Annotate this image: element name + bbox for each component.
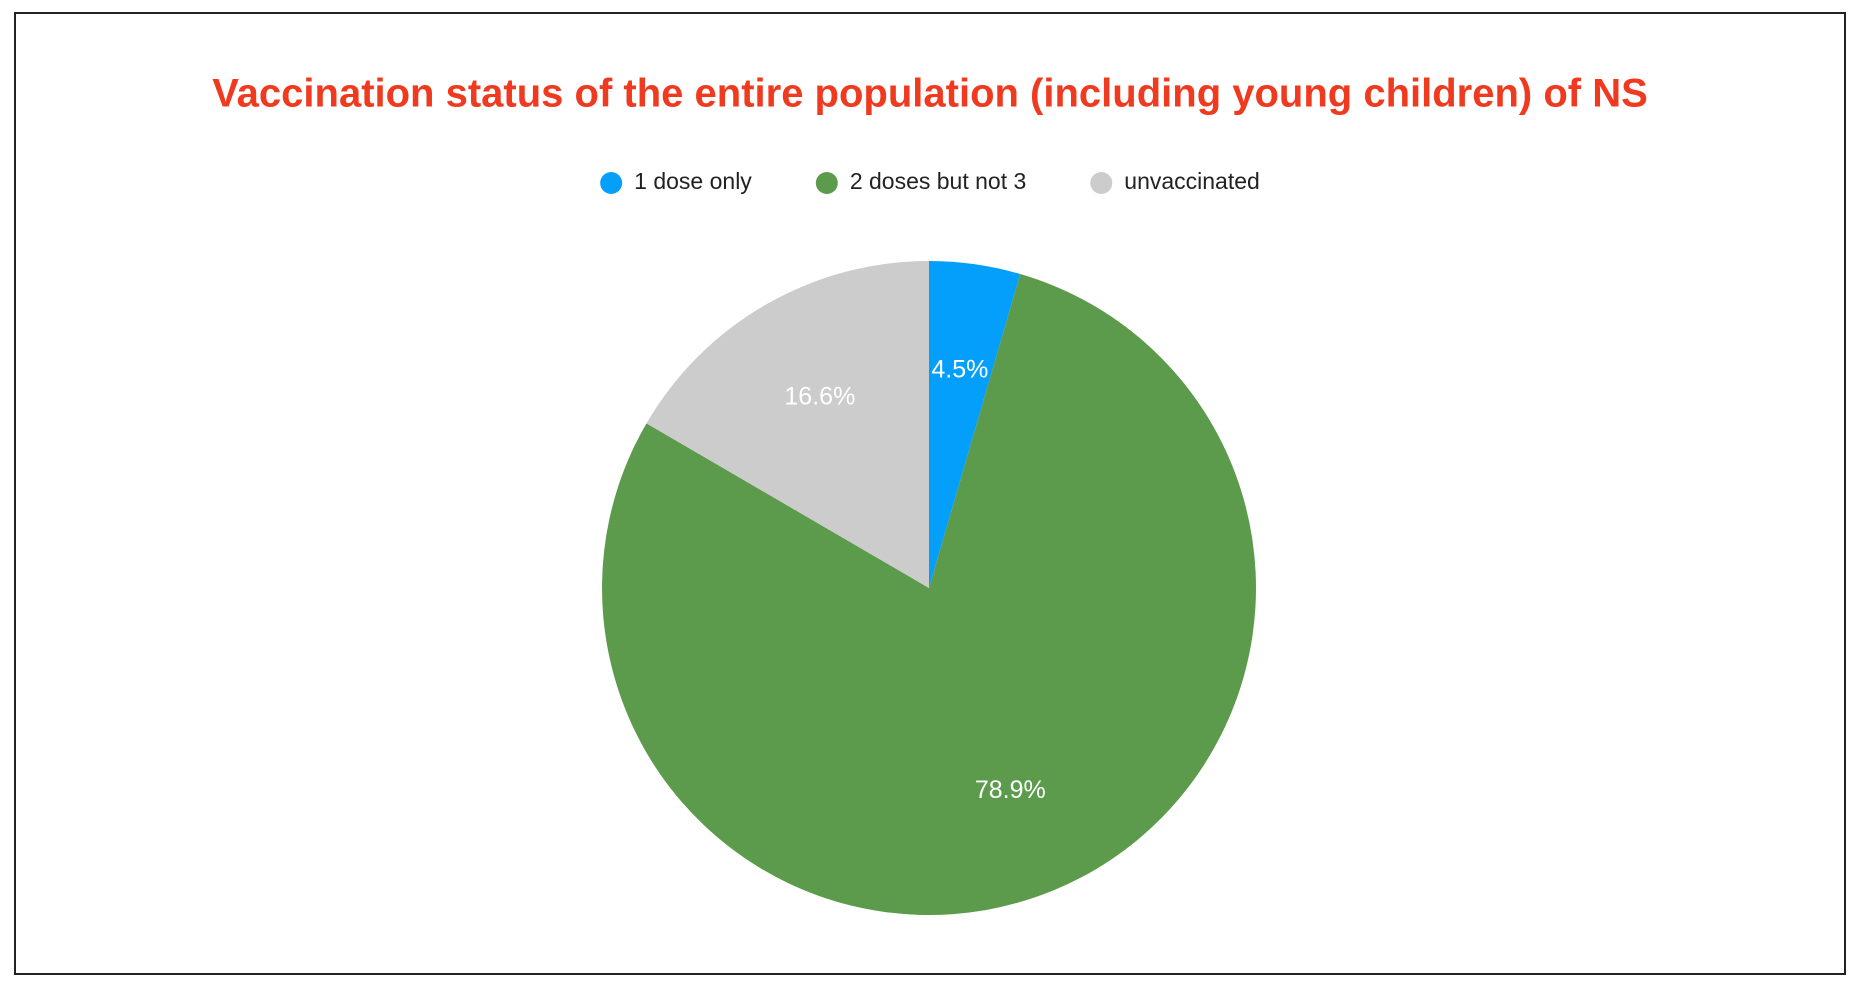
legend-swatch [815,172,838,194]
pie-slice [602,273,1256,915]
slice-label: 4.5% [931,356,988,384]
pie-slice [929,261,1021,588]
legend-label: unvaccinated [1124,168,1260,194]
slice-label: 78.9% [975,776,1046,804]
legend-swatch [600,172,623,194]
slice-label: 16.6% [784,383,855,411]
legend-label: 2 doses but not 3 [850,168,1026,194]
chart-title: Vaccination status of the entire populat… [212,72,1648,116]
legend-swatch [1090,172,1113,194]
legend-label: 1 dose only [634,168,752,194]
pie-slice [646,261,929,588]
